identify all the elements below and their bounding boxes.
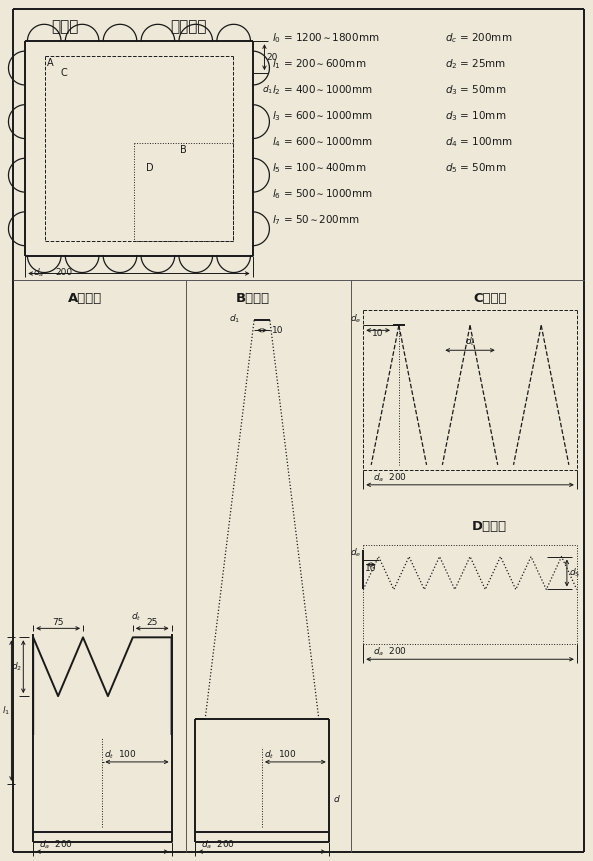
Text: 10: 10 [365,564,377,573]
Text: 25: 25 [146,618,158,628]
Text: D: D [146,163,154,173]
Text: $l_4$ = 600$\mathtt{\sim}$1000mm: $l_4$ = 600$\mathtt{\sim}$1000mm [272,135,374,149]
Text: $d_a$  200: $d_a$ 200 [373,646,407,659]
Text: $l_0$ = 1200$\mathtt{\sim}$1800mm: $l_0$ = 1200$\mathtt{\sim}$1800mm [272,31,380,45]
Text: B: B [180,145,187,155]
Text: $l_7$ = 50$\mathtt{\sim}$200mm: $l_7$ = 50$\mathtt{\sim}$200mm [272,213,360,226]
Text: C: C [61,68,68,78]
Text: $d_a$  200: $d_a$ 200 [201,838,235,851]
Text: $d_t$  100: $d_t$ 100 [264,748,296,761]
Text: $d_a$  200: $d_a$ 200 [39,838,74,851]
Text: $d_e$: $d_e$ [350,313,361,325]
Text: $d_t$: $d_t$ [131,610,141,623]
Text: $l_2$ = 400$\mathtt{\sim}$1000mm: $l_2$ = 400$\mathtt{\sim}$1000mm [272,84,374,97]
Text: 20: 20 [266,53,278,62]
Text: A）半圆: A）半圆 [68,293,102,306]
Text: $d_e$: $d_e$ [350,547,361,559]
Text: C）尖锥: C）尖锥 [473,293,506,306]
Text: $d_a$: $d_a$ [33,266,44,279]
Text: $d_3$ = 10mm: $d_3$ = 10mm [445,109,506,123]
Text: $d_2$: $d_2$ [11,660,23,673]
Text: 75: 75 [52,618,64,628]
Text: $d_1$: $d_1$ [229,313,240,325]
Text: 单元设计: 单元设计 [170,19,206,34]
Text: 10: 10 [372,329,384,338]
Text: $d_5$ = 50mm: $d_5$ = 50mm [445,161,506,175]
Text: $l_6$ = 500$\mathtt{\sim}$1000mm: $l_6$ = 500$\mathtt{\sim}$1000mm [272,187,374,201]
Text: $d_t$: $d_t$ [465,336,475,348]
Text: B）尖锥: B）尖锥 [235,293,270,306]
Text: $d_a$  200: $d_a$ 200 [373,471,407,484]
Text: $d_4$ = 100mm: $d_4$ = 100mm [445,135,514,149]
Text: $d_t$  100: $d_t$ 100 [104,748,137,761]
Text: $d_c$ = 200mm: $d_c$ = 200mm [445,31,513,45]
Text: $d_2$ = 25mm: $d_2$ = 25mm [445,57,506,71]
Text: $l_5$ = 100$\mathtt{\sim}$400mm: $l_5$ = 100$\mathtt{\sim}$400mm [272,161,366,175]
Text: $d_3$ = 50mm: $d_3$ = 50mm [445,84,506,97]
Text: 200: 200 [55,268,72,277]
Text: $l_1$ = 200$\mathtt{\sim}$600mm: $l_1$ = 200$\mathtt{\sim}$600mm [272,57,366,71]
Text: $l_1$: $l_1$ [2,704,11,717]
Text: D）尖锥: D）尖锥 [472,520,508,533]
Text: $d_5$: $d_5$ [569,567,580,579]
Text: 俯视图: 俯视图 [51,19,78,34]
Text: A: A [47,59,53,68]
Text: $d_1$: $d_1$ [263,84,274,96]
Text: $d$: $d$ [333,793,340,804]
Text: 10: 10 [272,325,283,335]
Text: $l_3$ = 600$\mathtt{\sim}$1000mm: $l_3$ = 600$\mathtt{\sim}$1000mm [272,109,374,123]
